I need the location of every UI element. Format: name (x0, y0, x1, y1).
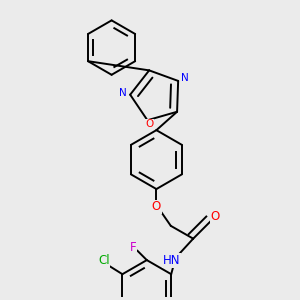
Text: F: F (130, 241, 136, 254)
Text: O: O (152, 200, 161, 213)
Text: O: O (145, 119, 153, 129)
Text: Cl: Cl (98, 254, 110, 267)
Text: O: O (210, 210, 220, 224)
Text: HN: HN (163, 254, 181, 267)
Text: N: N (181, 74, 189, 83)
Text: N: N (119, 88, 127, 98)
